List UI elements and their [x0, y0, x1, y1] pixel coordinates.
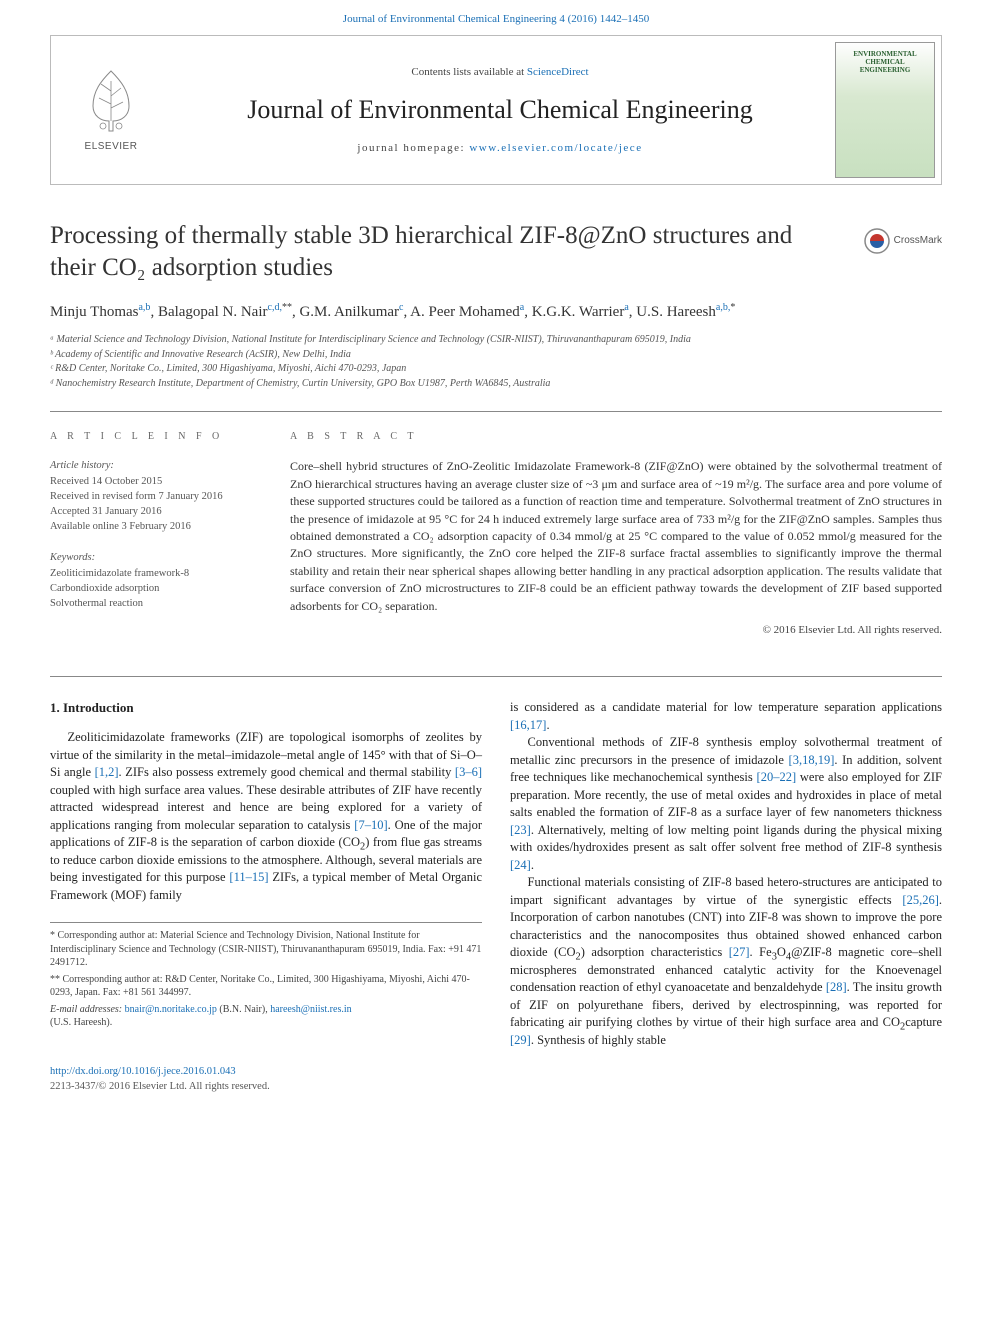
cover-text: ENVIRONMENTAL CHEMICAL ENGINEERING: [840, 51, 930, 74]
ref-link[interactable]: [16,17]: [510, 718, 546, 732]
ref-link[interactable]: [3–6]: [455, 765, 482, 779]
ref-link[interactable]: [3,18,19]: [789, 753, 835, 767]
homepage-line: journal homepage: www.elsevier.com/locat…: [357, 141, 642, 156]
ref-link[interactable]: [25,26]: [902, 893, 938, 907]
email-link-2[interactable]: hareesh@niist.res.in: [270, 1004, 351, 1015]
keywords-block: Keywords: Zeoliticimidazolate framework-…: [50, 550, 260, 611]
article-history: Article history: Received 14 October 201…: [50, 458, 260, 534]
divider-bottom: [50, 676, 942, 677]
para-3: Conventional methods of ZIF-8 synthesis …: [510, 734, 942, 874]
article-info-heading: A R T I C L E I N F O: [50, 430, 260, 444]
contents-prefix: Contents lists available at: [411, 66, 526, 78]
abstract-col: A B S T R A C T Core–shell hybrid struct…: [280, 412, 942, 656]
elsevier-tree-icon: [81, 66, 141, 136]
doi-block: http://dx.doi.org/10.1016/j.jece.2016.01…: [50, 1065, 942, 1094]
ref-link[interactable]: [27]: [729, 945, 750, 959]
crossmark-label: CrossMark: [894, 234, 942, 248]
body-columns: 1. Introduction Zeoliticimidazolate fram…: [50, 699, 942, 1049]
article-title: Processing of thermally stable 3D hierar…: [50, 220, 942, 283]
ref-link[interactable]: [20–22]: [757, 770, 797, 784]
homepage-link[interactable]: www.elsevier.com/locate/jece: [469, 142, 642, 154]
journal-cover-thumb: ENVIRONMENTAL CHEMICAL ENGINEERING: [835, 42, 935, 178]
ref-link[interactable]: [7–10]: [354, 818, 387, 832]
email-label: E-mail addresses:: [50, 1004, 125, 1015]
contents-line: Contents lists available at ScienceDirec…: [411, 65, 588, 80]
affiliations: ᵃ Material Science and Technology Divisi…: [50, 333, 942, 391]
homepage-prefix: journal homepage:: [357, 142, 469, 154]
journal-header: ELSEVIER Contents lists available at Sci…: [50, 35, 942, 185]
ref-link[interactable]: [28]: [826, 980, 847, 994]
abstract-copyright: © 2016 Elsevier Ltd. All rights reserved…: [290, 623, 942, 638]
doi-link[interactable]: http://dx.doi.org/10.1016/j.jece.2016.01…: [50, 1066, 236, 1077]
footnote-emails: E-mail addresses: bnair@n.noritake.co.jp…: [50, 1003, 482, 1030]
email-name-2: (U.S. Hareesh).: [50, 1017, 112, 1028]
para-2: is considered as a candidate material fo…: [510, 699, 942, 734]
abstract-heading: A B S T R A C T: [290, 430, 942, 444]
header-center: Contents lists available at ScienceDirec…: [171, 36, 829, 184]
footnote-corr2: ** Corresponding author at: R&D Center, …: [50, 973, 482, 1000]
ref-link[interactable]: [24]: [510, 858, 531, 872]
footnotes: * Corresponding author at: Material Scie…: [50, 922, 482, 1030]
crossmark-badge[interactable]: CrossMark: [864, 228, 942, 254]
email-name-1: (B.N. Nair),: [217, 1004, 270, 1015]
sciencedirect-link[interactable]: ScienceDirect: [527, 66, 589, 78]
article-head: Processing of thermally stable 3D hierar…: [50, 220, 942, 283]
ref-link[interactable]: [29]: [510, 1033, 531, 1047]
crossmark-icon: [864, 228, 890, 254]
abstract-text: Core–shell hybrid structures of ZnO-Zeol…: [290, 458, 942, 615]
running-header: Journal of Environmental Chemical Engine…: [0, 0, 992, 35]
ref-link[interactable]: [1,2]: [95, 765, 119, 779]
issn-line: 2213-3437/© 2016 Elsevier Ltd. All right…: [50, 1081, 270, 1092]
publisher-name: ELSEVIER: [85, 140, 138, 154]
authors-line: Minju Thomasa,b, Balagopal N. Nairc,d,**…: [50, 301, 942, 324]
ref-link[interactable]: [11–15]: [229, 870, 268, 884]
keywords-label: Keywords:: [50, 550, 260, 565]
article-info-col: A R T I C L E I N F O Article history: R…: [50, 412, 280, 656]
running-header-link[interactable]: Journal of Environmental Chemical Engine…: [343, 13, 649, 25]
info-abstract-row: A R T I C L E I N F O Article history: R…: [50, 412, 942, 656]
section-1-heading: 1. Introduction: [50, 699, 482, 717]
email-link-1[interactable]: bnair@n.noritake.co.jp: [125, 1004, 217, 1015]
ref-link[interactable]: [23]: [510, 823, 531, 837]
para-1: Zeoliticimidazolate frameworks (ZIF) are…: [50, 729, 482, 904]
para-4: Functional materials consisting of ZIF-8…: [510, 874, 942, 1049]
publisher-logo: ELSEVIER: [51, 36, 171, 184]
history-label: Article history:: [50, 458, 260, 473]
journal-name: Journal of Environmental Chemical Engine…: [247, 92, 752, 128]
footnote-corr1: * Corresponding author at: Material Scie…: [50, 929, 482, 970]
